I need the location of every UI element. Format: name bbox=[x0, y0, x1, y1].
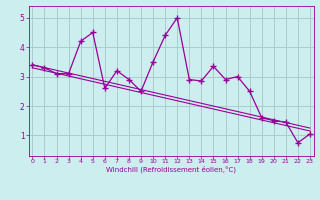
X-axis label: Windchill (Refroidissement éolien,°C): Windchill (Refroidissement éolien,°C) bbox=[106, 166, 236, 173]
